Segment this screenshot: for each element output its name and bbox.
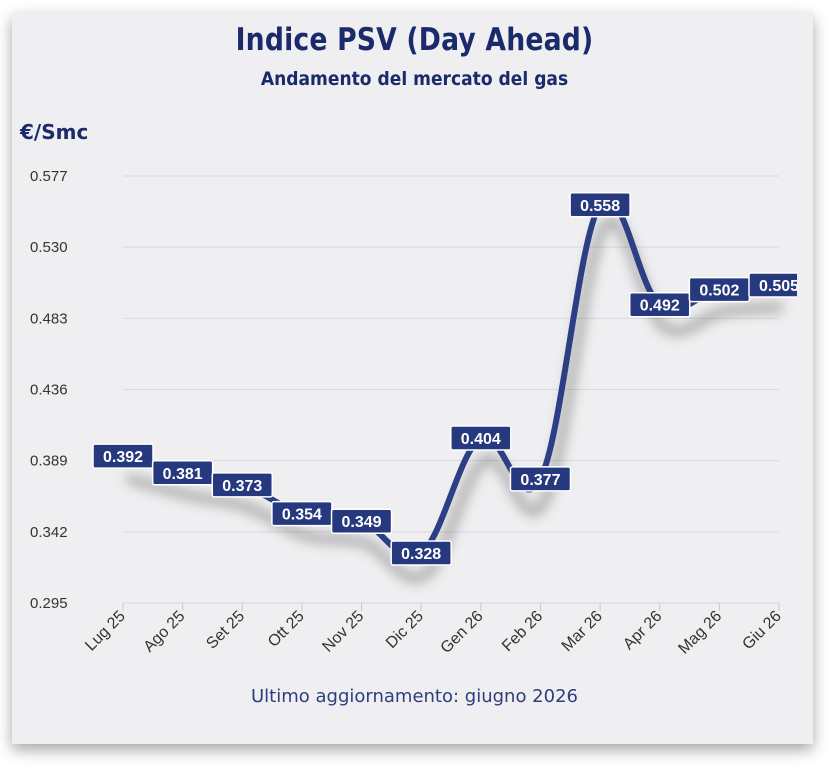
y-tick-label: 0.530 (30, 239, 68, 256)
data-label-text: 0.328 (401, 546, 441, 563)
series-line (120, 196, 784, 584)
y-tick-label: 0.389 (30, 453, 68, 470)
y-tick-label: 0.436 (30, 382, 68, 399)
data-label: 0.328 (390, 540, 452, 566)
x-tick-label: Ott 25 (265, 608, 308, 651)
data-label: 0.349 (330, 508, 393, 534)
data-label: 0.492 (628, 291, 691, 318)
data-label-box (509, 466, 572, 492)
data-label-text: 0.377 (520, 472, 560, 489)
data-labels: 0.392 0.381 0.373 0.354 0.349 0.328 0.404 0.377… (92, 192, 799, 566)
data-label-box (330, 508, 393, 534)
data-label: 0.502 (688, 276, 751, 303)
series-line-shadow (125, 216, 784, 584)
data-label: 0.404 (450, 425, 512, 451)
data-label-text: 0.392 (103, 449, 143, 466)
data-label: 0.377 (509, 466, 572, 492)
data-label-text: 0.404 (461, 431, 501, 448)
data-label-text: 0.502 (699, 283, 739, 300)
data-label-box (92, 443, 154, 469)
y-tick-label: 0.483 (30, 310, 68, 327)
data-label-text: 0.492 (640, 298, 680, 315)
data-label-text: 0.505 (759, 278, 799, 295)
data-label: 0.558 (569, 192, 631, 218)
data-label: 0.373 (211, 472, 274, 498)
data-label: 0.392 (92, 443, 154, 469)
chart-subtitle: Andamento del mercato del gas (260, 68, 569, 90)
chart-card (12, 12, 813, 744)
data-label-text: 0.354 (282, 507, 322, 524)
x-tick-label: Giu 26 (739, 608, 784, 653)
x-tick-label: Gen 26 (438, 608, 487, 657)
last-update-note: Ultimo aggiornamento: giugno 2026 (250, 686, 578, 707)
x-tick-label: Dic 25 (383, 608, 427, 652)
data-label: 0.354 (271, 500, 333, 527)
x-tick-label: Nov 25 (320, 608, 368, 656)
y-axis-unit-label: €/Smc (20, 120, 89, 144)
grid-lines (123, 175, 779, 604)
data-label: 0.505 (748, 272, 799, 298)
x-tick-label: Feb 26 (499, 608, 546, 655)
y-tick-label: 0.295 (30, 595, 68, 612)
chart-title: Indice PSV (Day Ahead) (235, 22, 594, 58)
data-label-box (450, 425, 512, 451)
data-label-box (211, 472, 274, 498)
data-label-box (569, 192, 631, 218)
data-label-text: 0.349 (342, 514, 382, 531)
data-label-text: 0.558 (580, 198, 620, 215)
y-tick-label: 0.577 (30, 168, 68, 185)
data-label-text: 0.381 (163, 466, 203, 483)
y-tick-label: 0.342 (30, 524, 68, 541)
data-label: 0.381 (151, 460, 214, 486)
data-label-box (390, 540, 452, 566)
y-axis-ticks: 0.295 0.342 0.389 0.436 0.483 0.530 0.577 (30, 168, 68, 612)
x-tick-label: Mar 26 (559, 608, 606, 655)
x-axis-ticks: Lug 25 Ago 25 Set 25 Ott 25 Nov 25 Dic 25 Gen … (82, 603, 785, 658)
data-label-box (628, 291, 691, 318)
x-tick-label: Apr 26 (620, 608, 665, 653)
x-tick-label: Set 25 (203, 608, 248, 653)
data-label-text: 0.373 (222, 478, 262, 495)
data-label-box (748, 272, 797, 298)
x-tick-label: Ago 25 (141, 608, 189, 656)
x-tick-label: Mag 26 (675, 608, 725, 658)
x-tick-label: Lug 25 (82, 608, 129, 655)
